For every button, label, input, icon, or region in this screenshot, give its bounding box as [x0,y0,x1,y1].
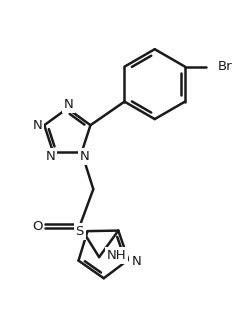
Text: N: N [45,150,55,163]
Text: N: N [33,119,42,132]
Text: O: O [32,219,42,232]
Text: S: S [76,225,84,238]
Text: Br: Br [218,60,233,73]
Text: NH: NH [107,249,126,262]
Text: N: N [63,98,73,111]
Text: N: N [80,150,89,163]
Text: N: N [131,255,141,268]
